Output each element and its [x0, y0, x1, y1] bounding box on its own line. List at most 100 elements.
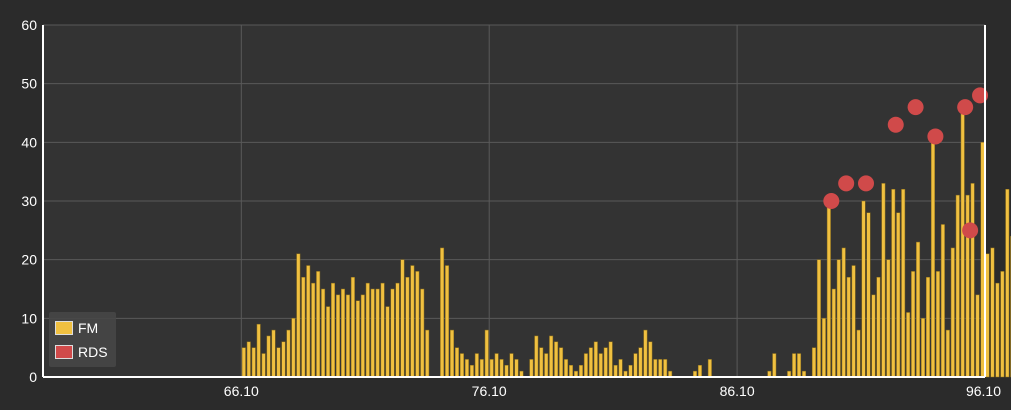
fm-bar — [455, 348, 458, 377]
fm-bar — [857, 330, 860, 377]
fm-bar — [564, 359, 567, 377]
fm-bar — [897, 213, 900, 377]
y-tick-label: 50 — [21, 76, 37, 92]
fm-bar — [926, 277, 929, 377]
fm-bar — [530, 359, 533, 377]
fm-bar — [316, 271, 319, 377]
fm-bar — [386, 307, 389, 377]
fm-bar — [663, 359, 666, 377]
y-tick-label: 20 — [21, 252, 37, 268]
fm-bar — [331, 283, 334, 377]
fm-bar — [321, 289, 324, 377]
fm-bar — [559, 348, 562, 377]
legend-label-fm: FM — [78, 320, 98, 336]
fm-bar — [649, 342, 652, 377]
fm-bar — [381, 283, 384, 377]
fm-bar — [500, 359, 503, 377]
fm-bar — [569, 365, 572, 377]
fm-bar — [549, 336, 552, 377]
fm-bar — [906, 312, 909, 377]
fm-bar — [421, 289, 424, 377]
fm-bar — [277, 348, 280, 377]
fm-bar — [411, 266, 414, 377]
fm-bar — [916, 242, 919, 377]
fm-bar — [485, 330, 488, 377]
fm-bar — [554, 342, 557, 377]
legend-item-rds: RDS — [55, 340, 108, 364]
fm-bar — [614, 365, 617, 377]
fm-bar — [644, 330, 647, 377]
fm-bar — [356, 301, 359, 377]
legend-swatch-fm — [55, 321, 73, 335]
fm-bar — [882, 183, 885, 377]
fm-bar — [475, 354, 478, 377]
fm-bar — [609, 342, 612, 377]
fm-bar — [931, 131, 934, 377]
y-tick-label: 0 — [29, 369, 37, 385]
fm-bar — [966, 195, 969, 377]
fm-bar — [401, 260, 404, 377]
fm-bar — [976, 295, 979, 377]
fm-bar — [267, 336, 270, 377]
fm-bar — [852, 266, 855, 377]
fm-bar — [832, 289, 835, 377]
rds-point — [823, 193, 839, 209]
fm-bar — [252, 348, 255, 377]
fm-bar — [961, 113, 964, 377]
fm-bar — [822, 318, 825, 377]
fm-bar — [773, 354, 776, 377]
fm-bar — [282, 342, 285, 377]
fm-bar — [440, 248, 443, 377]
fm-bar — [842, 248, 845, 377]
fm-bar — [877, 277, 880, 377]
y-tick-labels: 0 10 20 30 40 50 60 — [21, 17, 37, 385]
fm-bar — [292, 318, 295, 377]
fm-bar — [505, 365, 508, 377]
x-tick-label: 76.10 — [472, 383, 507, 399]
fm-bar — [946, 330, 949, 377]
fm-bar — [827, 201, 830, 377]
rds-point — [957, 99, 973, 115]
y-tick-label: 40 — [21, 134, 37, 150]
fm-bar — [460, 354, 463, 377]
fm-bar — [847, 277, 850, 377]
fm-bar — [792, 354, 795, 377]
fm-bar — [336, 295, 339, 377]
fm-bar — [287, 330, 290, 377]
fm-bar — [391, 289, 394, 377]
fm-bar — [242, 348, 245, 377]
rds-point — [858, 175, 874, 191]
fm-bar — [887, 260, 890, 377]
rds-point — [888, 117, 904, 133]
rds-point — [838, 175, 854, 191]
fm-bar — [351, 277, 354, 377]
fm-bar — [991, 248, 994, 377]
fm-bar — [302, 277, 305, 377]
legend-label-rds: RDS — [78, 344, 108, 360]
legend-swatch-rds — [55, 345, 73, 359]
y-tick-label: 30 — [21, 193, 37, 209]
y-tick-label: 60 — [21, 17, 37, 33]
fm-bar — [817, 260, 820, 377]
fm-bar — [708, 359, 711, 377]
fm-bar — [366, 283, 369, 377]
fm-bar — [445, 266, 448, 377]
fm-bar — [921, 318, 924, 377]
fm-bar — [346, 295, 349, 377]
fm-bar — [1006, 189, 1009, 377]
fm-bar — [911, 271, 914, 377]
fm-bar — [470, 365, 473, 377]
fm-bar — [797, 354, 800, 377]
fm-bar — [544, 354, 547, 377]
legend-item-fm: FM — [55, 316, 108, 340]
fm-bar — [406, 277, 409, 377]
fm-bar — [465, 359, 468, 377]
fm-bar — [941, 224, 944, 377]
fm-bar — [951, 248, 954, 377]
x-tick-label: 86.10 — [720, 383, 755, 399]
fm-bar — [659, 359, 662, 377]
fm-bar — [862, 201, 865, 377]
fm-bar — [311, 283, 314, 377]
fm-bar — [247, 342, 250, 377]
